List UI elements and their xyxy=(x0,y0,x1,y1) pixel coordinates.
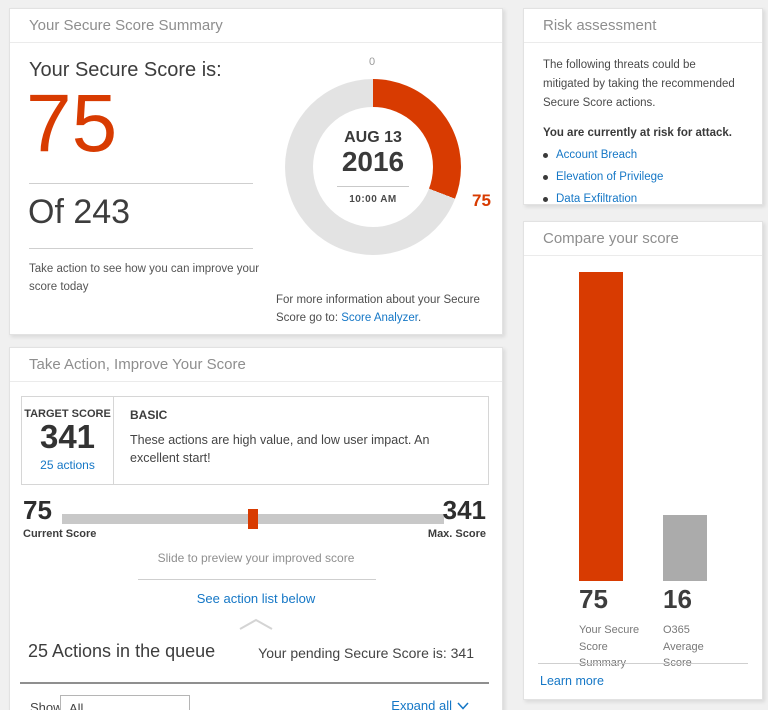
divider xyxy=(538,663,748,664)
compare-value-average: 16 xyxy=(663,584,692,614)
score-value: 75 xyxy=(26,78,118,169)
risk-description: The following threats could be mitigated… xyxy=(543,59,735,109)
target-score-label: TARGET SCORE xyxy=(24,408,111,420)
threat-link-data-exfiltration[interactable]: Data Exfiltration xyxy=(556,192,638,205)
show-filter-label: Show: xyxy=(30,700,67,710)
risk-warning: You are currently at risk for attack. xyxy=(543,126,732,139)
donut-date-year: 2016 xyxy=(341,146,405,178)
show-filter-dropdown[interactable]: All xyxy=(60,695,190,710)
donut-chart: AUG 13 2016 10:00 AM xyxy=(285,79,461,255)
panel-risk-assessment: Risk assessment The following threats co… xyxy=(523,8,763,205)
panel-secure-score-summary: Your Secure Score Summary Your Secure Sc… xyxy=(9,8,503,335)
summary-footer: For more information about your Secure S… xyxy=(276,291,488,328)
divider xyxy=(29,248,253,249)
compare-bar-your-score xyxy=(579,272,623,581)
score-analyzer-link[interactable]: Score Analyzer xyxy=(341,312,418,325)
panel-title: Risk assessment xyxy=(524,9,762,43)
target-actions-link[interactable]: 25 actions xyxy=(40,457,95,472)
divider xyxy=(20,682,489,684)
threat-list-item: Elevation of Privilege xyxy=(543,171,743,183)
target-score-cell: TARGET SCORE 341 25 actions xyxy=(22,397,114,484)
level-name: BASIC xyxy=(130,408,168,422)
panel-take-action: Take Action, Improve Your Score TARGET S… xyxy=(9,347,503,710)
threat-list-item: Account Breach xyxy=(543,149,743,161)
risk-body: The following threats could be mitigated… xyxy=(524,43,762,205)
compare-bar-average xyxy=(663,515,707,581)
show-filter-value: All xyxy=(69,701,84,710)
threat-link-elevation-of-privilege[interactable]: Elevation of Privilege xyxy=(556,170,664,183)
panel-title: Compare your score xyxy=(524,222,762,256)
score-slider-handle[interactable] xyxy=(248,509,258,529)
target-score-value: 341 xyxy=(39,418,96,455)
donut-center: AUG 13 2016 10:00 AM xyxy=(313,107,433,227)
collapse-chevron-up-icon[interactable] xyxy=(238,618,274,636)
learn-more-link[interactable]: Learn more xyxy=(540,674,604,688)
score-subtext: Take action to see how you can improve y… xyxy=(29,263,260,293)
slider-current-label: Current Score xyxy=(23,528,97,540)
score-total: Of 243 xyxy=(28,193,131,231)
divider xyxy=(29,183,253,184)
summary-footer-period: . xyxy=(417,312,422,325)
slider-current-value: 75 xyxy=(23,495,52,525)
threat-list-item: Data Exfiltration xyxy=(543,193,743,205)
chevron-down-icon xyxy=(170,706,181,710)
donut-date-month-day: AUG 13 xyxy=(344,129,402,147)
summary-footer-text: For more information about your Secure S… xyxy=(276,294,480,325)
donut-start-label: 0 xyxy=(369,56,376,68)
panel-title: Take Action, Improve Your Score xyxy=(10,348,502,382)
divider xyxy=(337,185,409,187)
chevron-down-icon xyxy=(457,698,469,710)
threat-link-account-breach[interactable]: Account Breach xyxy=(556,148,638,161)
target-score-box: TARGET SCORE 341 25 actions BASIC These … xyxy=(21,396,489,485)
slider-max-label: Max. Score xyxy=(427,528,486,540)
compare-value-your-score: 75 xyxy=(579,584,608,614)
donut-time: 10:00 AM xyxy=(349,193,397,205)
expand-all-link[interactable]: Expand all xyxy=(391,698,469,710)
score-headline: Your Secure Score is: xyxy=(29,59,222,81)
expand-all-label: Expand all xyxy=(391,698,452,710)
slider-hint: Slide to preview your improved score xyxy=(157,551,355,565)
panel-title: Your Secure Score Summary xyxy=(10,9,502,43)
compare-label-average: O365 Average Score xyxy=(663,624,704,669)
panel-compare-score: Compare your score 75 16 Your Secure Sco… xyxy=(523,221,763,700)
threat-list: Account Breach Elevation of Privilege Da… xyxy=(543,149,743,205)
pending-score-text: Your pending Secure Score is: 341 xyxy=(258,645,474,661)
divider xyxy=(138,579,376,580)
compare-label-your-score: Your Secure Score Summary xyxy=(579,624,640,669)
donut-value-label: 75 xyxy=(472,191,491,210)
action-list-link[interactable]: See action list below xyxy=(196,591,316,606)
level-description: These actions are high value, and low us… xyxy=(130,433,430,465)
slider-max-value: 341 xyxy=(442,495,486,525)
level-cell: BASIC These actions are high value, and … xyxy=(114,397,488,478)
queue-heading: 25 Actions in the queue xyxy=(28,641,216,661)
